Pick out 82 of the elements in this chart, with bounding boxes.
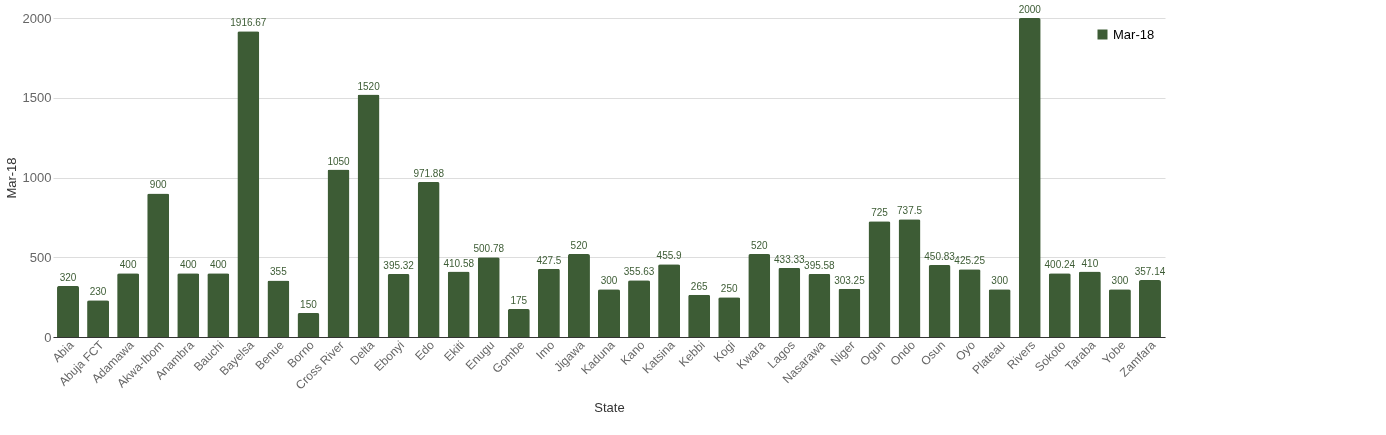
data-label: 1050: [327, 155, 351, 167]
data-label: 300: [1111, 275, 1129, 287]
x-tick-label: Imo: [533, 337, 558, 363]
data-label: 1520: [357, 80, 381, 92]
bar: [237, 31, 260, 337]
data-label: 410.58: [443, 257, 475, 269]
bar: [808, 273, 831, 337]
data-label: 250: [720, 283, 738, 295]
bar: [1138, 280, 1161, 337]
y-tick-label: 2000: [22, 10, 52, 26]
data-label: 320: [59, 271, 77, 283]
bar: [718, 297, 741, 337]
bar: [1018, 18, 1041, 337]
data-label: 455.9: [656, 250, 683, 262]
data-label: 300: [600, 275, 618, 287]
bar: [778, 267, 801, 337]
bar: [658, 264, 681, 337]
bar: [147, 193, 170, 337]
bar: [477, 257, 500, 337]
y-tick-label: 500: [29, 249, 52, 265]
bar: [628, 280, 651, 337]
data-label: 1916.67: [230, 17, 267, 29]
y-tick-label: 1500: [22, 90, 52, 106]
data-label: 520: [750, 240, 769, 252]
data-label: 175: [510, 295, 528, 307]
bar: [447, 271, 470, 337]
bar: [57, 285, 80, 337]
data-label: 520: [570, 240, 588, 252]
y-tick-label: 1000: [22, 170, 52, 185]
data-label: 2000: [1018, 4, 1042, 15]
bar: [838, 288, 861, 337]
data-label: 355.63: [623, 266, 655, 278]
data-label: 400.24: [1044, 259, 1076, 271]
bar: [748, 254, 771, 337]
bar: [898, 219, 921, 337]
data-label: 303.25: [834, 274, 866, 286]
data-label: 725: [871, 207, 889, 219]
data-label: 150: [300, 299, 318, 311]
data-label: 395.32: [383, 259, 415, 271]
data-label: 410: [1081, 257, 1099, 269]
bar: [688, 294, 711, 337]
bar: [537, 268, 560, 337]
bar: [868, 221, 891, 337]
data-label: 737.5: [897, 205, 923, 217]
bar: [1048, 273, 1071, 337]
bar: [507, 309, 530, 337]
data-label: 400: [209, 259, 228, 271]
data-label: 900: [149, 179, 167, 191]
bar: [958, 269, 981, 337]
data-label: 355: [270, 266, 288, 278]
bar: [297, 313, 320, 337]
data-label: 971.88: [413, 167, 445, 179]
bar: [988, 289, 1011, 337]
legend-label: Mar-18: [1113, 26, 1155, 42]
data-label: 425.25: [954, 255, 986, 267]
bar: [87, 300, 110, 337]
y-tick-label: 0: [44, 329, 52, 345]
bar: [267, 280, 290, 337]
data-label: 230: [89, 286, 107, 298]
x-tick-label: Edo: [412, 337, 438, 364]
bar: [417, 181, 440, 337]
bar: [1078, 271, 1101, 337]
bar: [598, 289, 620, 337]
data-label: 265: [690, 280, 708, 292]
bar: [207, 273, 230, 337]
bar: [567, 254, 590, 337]
x-axis-title: State: [594, 399, 625, 415]
bar: [327, 169, 350, 337]
bar: [117, 273, 140, 337]
bar: [1108, 289, 1131, 337]
data-label: 400: [179, 259, 198, 271]
data-label: 500.78: [473, 243, 505, 255]
bar: [928, 265, 951, 337]
bar: [387, 273, 410, 337]
data-label: 300: [991, 275, 1009, 287]
data-label: 395.58: [804, 259, 836, 271]
data-label: 427.5: [536, 254, 562, 266]
data-label: 357.14: [1134, 266, 1166, 278]
bar: [177, 273, 200, 337]
y-axis-title: Mar-18: [3, 157, 19, 199]
bar: [357, 94, 380, 337]
data-label: 400: [119, 259, 137, 271]
